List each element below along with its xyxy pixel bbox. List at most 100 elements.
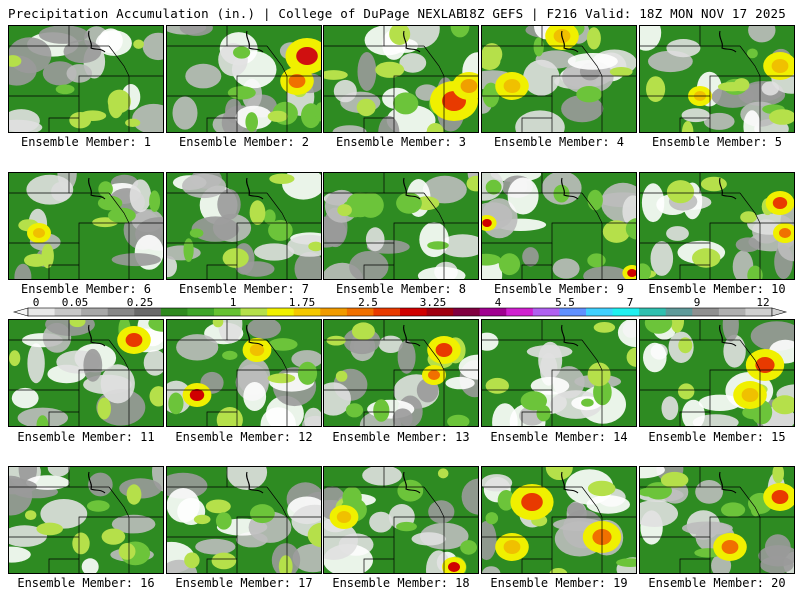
state-border <box>640 516 760 538</box>
state-border <box>679 117 710 132</box>
moderate-precip-area <box>233 46 251 59</box>
state-border <box>521 558 552 573</box>
moderate-precip-area <box>498 253 521 276</box>
ensemble-member-map <box>639 172 795 280</box>
dry-area <box>743 110 761 132</box>
state-border <box>324 369 444 391</box>
moderate-precip-area <box>222 350 238 360</box>
moderate-precip-area <box>553 184 570 203</box>
heavy-precip-core <box>428 370 440 380</box>
moderate-precip-area <box>345 403 364 418</box>
ensemble-member-label: Ensemble Member: 11 <box>17 430 155 444</box>
dry-area <box>362 467 402 486</box>
precip-field <box>482 320 636 426</box>
moderate-precip-area <box>375 61 405 78</box>
dry-area <box>167 255 177 278</box>
ensemble-member-label: Ensemble Member: 10 <box>648 282 786 296</box>
dry-area <box>47 467 70 477</box>
lake-outline <box>403 471 421 494</box>
precip-field <box>9 26 163 132</box>
dry-area <box>397 340 416 374</box>
moderate-precip-area <box>497 490 515 511</box>
ensemble-member-map <box>481 172 637 280</box>
dry-area <box>129 179 152 213</box>
dry-area <box>643 342 667 373</box>
colorbar-tick-label: 5.5 <box>555 296 575 309</box>
moderate-precip-area <box>263 209 276 225</box>
dry-area <box>143 349 163 376</box>
ensemble-member-map <box>8 466 164 574</box>
moderate-precip-area <box>335 370 348 382</box>
ensemble-member-map <box>166 172 322 280</box>
dry-area <box>758 545 794 567</box>
header: Precipitation Accumulation (in.) | Colle… <box>0 0 800 24</box>
dry-area <box>83 348 103 382</box>
moderate-precip-area <box>133 39 144 49</box>
moderate-precip-area <box>86 500 110 512</box>
moderate-precip-area <box>616 558 636 567</box>
moderate-precip-area <box>168 392 184 415</box>
lake-outline <box>246 324 264 347</box>
dry-area <box>522 247 539 267</box>
moderate-precip-area <box>447 414 470 426</box>
state-border <box>206 411 237 426</box>
precip-field <box>9 173 163 279</box>
dry-area <box>492 403 518 426</box>
moderate-precip-area <box>125 118 141 128</box>
heavy-precip-core <box>503 540 521 554</box>
moderate-precip-area <box>149 386 163 407</box>
moderate-precip-area <box>660 471 689 488</box>
dry-area <box>661 396 679 421</box>
moderate-precip-area <box>733 78 750 92</box>
moderate-precip-area <box>9 55 22 67</box>
precip-field <box>482 467 636 573</box>
ensemble-member-label: Ensemble Member: 3 <box>335 135 467 149</box>
colorbar-tick-label: 12 <box>756 296 770 309</box>
precip-field <box>9 320 163 426</box>
dry-area <box>666 226 689 241</box>
ensemble-member-label: Ensemble Member: 8 <box>335 282 467 296</box>
state-border <box>206 558 237 573</box>
ensemble-member-label: Ensemble Member: 18 <box>332 576 470 590</box>
moderate-precip-area <box>520 391 547 411</box>
heavy-precip-core <box>336 511 352 523</box>
state-border <box>9 222 129 244</box>
ensemble-member-label: Ensemble Member: 6 <box>20 282 152 296</box>
moderate-precip-area <box>205 499 231 514</box>
state-border <box>266 339 288 371</box>
precip-field <box>482 173 636 279</box>
moderate-precip-area <box>342 486 362 509</box>
lake-outline <box>403 324 421 347</box>
state-border <box>363 411 394 426</box>
dry-area <box>9 119 43 132</box>
moderate-precip-area <box>98 181 113 197</box>
moderate-precip-area <box>587 362 611 387</box>
precip-field <box>324 26 478 132</box>
moderate-precip-area <box>533 37 544 57</box>
moderate-precip-area <box>9 350 21 367</box>
ensemble-member-map <box>481 466 637 574</box>
dry-area <box>482 566 501 573</box>
colorbar-swatch <box>692 308 720 316</box>
dry-area <box>88 472 113 497</box>
moderate-precip-area <box>101 528 126 545</box>
dry-area <box>439 234 478 258</box>
precip-field <box>324 467 478 573</box>
dry-area <box>458 354 478 380</box>
state-border <box>363 558 394 573</box>
heavy-precip-core <box>771 59 789 73</box>
state-border <box>423 192 445 224</box>
moderate-precip-area <box>278 555 293 573</box>
state-border <box>640 222 760 244</box>
ensemble-member-map <box>639 25 795 133</box>
heavy-precip-core <box>521 493 543 511</box>
dry-area <box>179 26 213 36</box>
state-border <box>108 45 130 77</box>
dry-area <box>333 79 357 103</box>
moderate-precip-area <box>72 532 90 555</box>
ensemble-member-label: Ensemble Member: 14 <box>490 430 628 444</box>
moderate-precip-area <box>250 504 275 524</box>
dry-area <box>217 189 241 220</box>
state-border <box>521 117 552 132</box>
state-border <box>423 486 445 518</box>
